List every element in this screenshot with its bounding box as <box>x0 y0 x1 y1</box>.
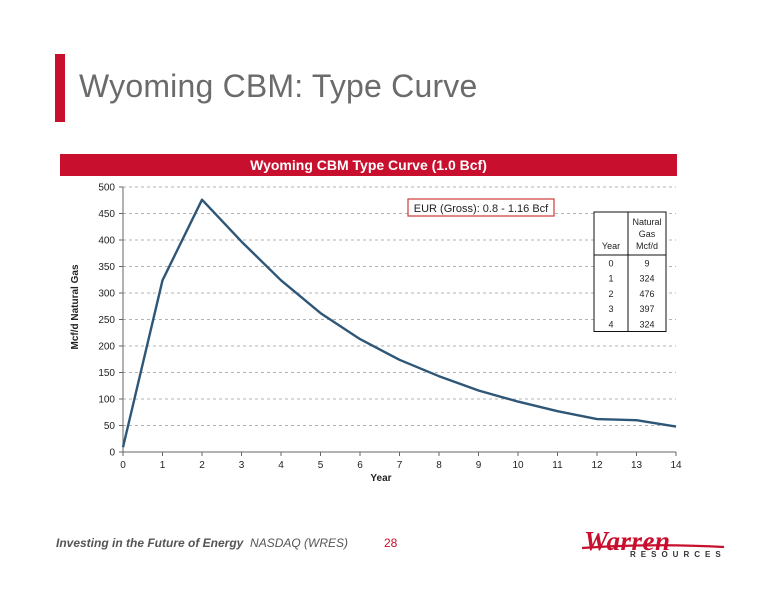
x-tick-label: 9 <box>476 460 482 471</box>
logo-subtitle: RESOURCES <box>630 550 726 559</box>
table-cell-year: 0 <box>608 258 613 268</box>
table-cell-year: 3 <box>608 304 613 314</box>
x-tick-label: 2 <box>199 460 205 471</box>
logo-swoosh-icon <box>581 544 725 550</box>
table-cell-gas: 324 <box>639 274 654 284</box>
data-table: Year Natural Gas Mcf/d 0 9 1 324 2 476 3 397 4 324 <box>593 211 667 332</box>
chart-title: Wyoming CBM Type Curve (1.0 Bcf) <box>60 154 677 176</box>
table-cell-year: 2 <box>608 289 613 299</box>
table-cell-year: 4 <box>608 320 613 330</box>
table-cell-gas: 397 <box>639 304 654 314</box>
series-line <box>121 198 677 448</box>
page-number: 28 <box>384 536 398 550</box>
logo-wordmark: Warren <box>584 526 671 556</box>
x-tick-label: 14 <box>670 460 682 471</box>
y-tick-label: 300 <box>98 289 115 300</box>
y-tick-label: 150 <box>98 368 115 379</box>
y-tick-label: 100 <box>98 395 115 406</box>
table-frame <box>593 211 667 332</box>
x-tick-label: 1 <box>160 460 166 471</box>
y-tick-label: 450 <box>98 209 115 220</box>
table-cell-gas: 324 <box>639 320 654 330</box>
y-tick-label: 350 <box>98 262 115 273</box>
y-tick-label: 250 <box>98 315 115 326</box>
footer-tagline: Investing in the Future of Energy NASDAQ… <box>56 536 348 550</box>
y-tick-label: 50 <box>104 421 116 432</box>
table-cell-gas: 476 <box>639 289 654 299</box>
x-tick-label: 8 <box>436 460 442 471</box>
x-tick-label: 0 <box>120 460 126 471</box>
eur-annotation-box <box>407 198 555 217</box>
y-tick-label: 0 <box>109 448 115 459</box>
y-tick-label: 500 <box>98 183 115 194</box>
x-tick-label: 3 <box>239 460 245 471</box>
y-tick-label: 200 <box>98 342 115 353</box>
title-accent-bar <box>55 54 65 122</box>
tagline-text: Investing in the Future of Energy <box>56 536 244 550</box>
x-tick-label: 11 <box>552 460 563 471</box>
x-tick-label: 13 <box>631 460 643 471</box>
x-tick-label: 10 <box>512 460 524 471</box>
table-header-year: Year <box>602 241 620 251</box>
slide-title: Wyoming CBM: Type Curve <box>79 68 478 104</box>
x-tick-label: 5 <box>318 460 324 471</box>
x-tick-label: 4 <box>278 460 284 471</box>
y-tick-label: 400 <box>98 236 115 247</box>
y-axis-label: Mcf/d Natural Gas <box>70 264 81 349</box>
x-tick-label: 7 <box>397 460 403 471</box>
x-tick-label: 6 <box>357 460 363 471</box>
ticker-text: NASDAQ (WRES) <box>250 536 349 550</box>
eur-annotation: EUR (Gross): 0.8 - 1.16 Bcf <box>414 203 549 215</box>
x-axis-label: Year <box>370 473 391 484</box>
table-cell-gas: 9 <box>644 258 649 268</box>
warren-logo: Warren RESOURCES <box>578 526 728 560</box>
table-header-gas: Natural Gas Mcf/d <box>632 217 661 251</box>
x-tick-label: 12 <box>591 460 603 471</box>
table-cell-year: 1 <box>608 274 613 284</box>
